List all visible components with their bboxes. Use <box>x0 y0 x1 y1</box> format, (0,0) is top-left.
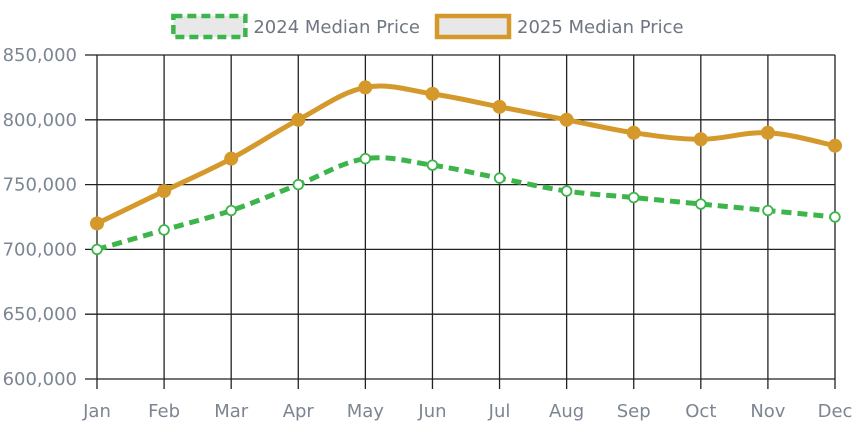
x-tick-label: Dec <box>818 401 853 422</box>
data-point-2024-median-price-apr <box>292 178 304 191</box>
data-point-2025-median-price-aug <box>559 112 574 127</box>
chart-series <box>90 80 842 256</box>
legend-swatch-2025-median-price <box>434 13 512 40</box>
y-tick-label: 600,000 <box>3 369 77 390</box>
y-tick-label: 650,000 <box>3 304 77 325</box>
data-point-2024-median-price-jan <box>91 243 103 256</box>
data-point-2025-median-price-dec <box>828 138 842 153</box>
x-tick-label: Jun <box>417 401 446 422</box>
data-point-2025-median-price-feb <box>157 184 172 199</box>
data-point-2025-median-price-nov <box>760 125 775 140</box>
data-point-2025-median-price-oct <box>693 132 708 147</box>
data-point-2024-median-price-aug <box>560 185 573 197</box>
legend-label-2025-median-price: 2025 Median Price <box>517 17 684 38</box>
chart-legend: 2024 Median Price 2025 Median Price <box>171 13 684 40</box>
x-tick-label: May <box>347 401 385 422</box>
data-point-2025-median-price-apr <box>291 112 306 127</box>
y-tick-label: 800,000 <box>3 110 77 131</box>
series-line-2025-median-price <box>95 83 836 226</box>
data-point-2024-median-price-mar <box>225 204 237 217</box>
x-tick-label: Apr <box>283 401 315 422</box>
x-tick-label: Jan <box>82 401 111 422</box>
data-point-2025-median-price-jul <box>492 99 507 114</box>
y-tick-label: 750,000 <box>3 175 77 196</box>
x-tick-label: Sep <box>617 401 651 422</box>
series-line-2024-median-price <box>96 155 836 252</box>
data-point-2024-median-price-feb <box>158 224 170 236</box>
data-point-2024-median-price-sep <box>628 191 640 204</box>
x-axis: Jan Feb Mar Apr May Jun Jul Aug Sep Oct Nov Dec <box>82 401 852 422</box>
legend-swatch-2024-median-price <box>171 13 248 40</box>
y-tick-label: 700,000 <box>3 239 77 260</box>
data-point-2024-median-price-jul <box>493 172 506 184</box>
data-point-2024-median-price-jun <box>426 159 439 171</box>
data-point-2025-median-price-jun <box>425 86 440 101</box>
legend-label-2024-median-price: 2024 Median Price <box>253 17 420 38</box>
data-point-2024-median-price-may <box>359 152 372 165</box>
x-tick-label: Aug <box>549 401 584 422</box>
x-tick-label: Nov <box>750 401 785 422</box>
y-axis: 600,000 650,000 700,000 750,000 800,000 850,0… <box>3 45 77 390</box>
x-tick-label: Mar <box>214 401 249 422</box>
data-point-2024-median-price-oct <box>695 198 707 210</box>
data-point-2025-median-price-mar <box>224 151 239 166</box>
x-tick-label: Jul <box>488 401 511 422</box>
data-point-2025-median-price-sep <box>626 125 641 140</box>
x-tick-label: Oct <box>685 401 716 422</box>
data-point-2025-median-price-may <box>358 80 373 95</box>
y-tick-label: 850,000 <box>3 45 77 66</box>
x-tick-label: Feb <box>148 401 180 422</box>
data-point-2025-median-price-jan <box>90 216 104 231</box>
data-point-2024-median-price-dec <box>829 211 841 223</box>
data-point-2024-median-price-nov <box>762 204 774 217</box>
